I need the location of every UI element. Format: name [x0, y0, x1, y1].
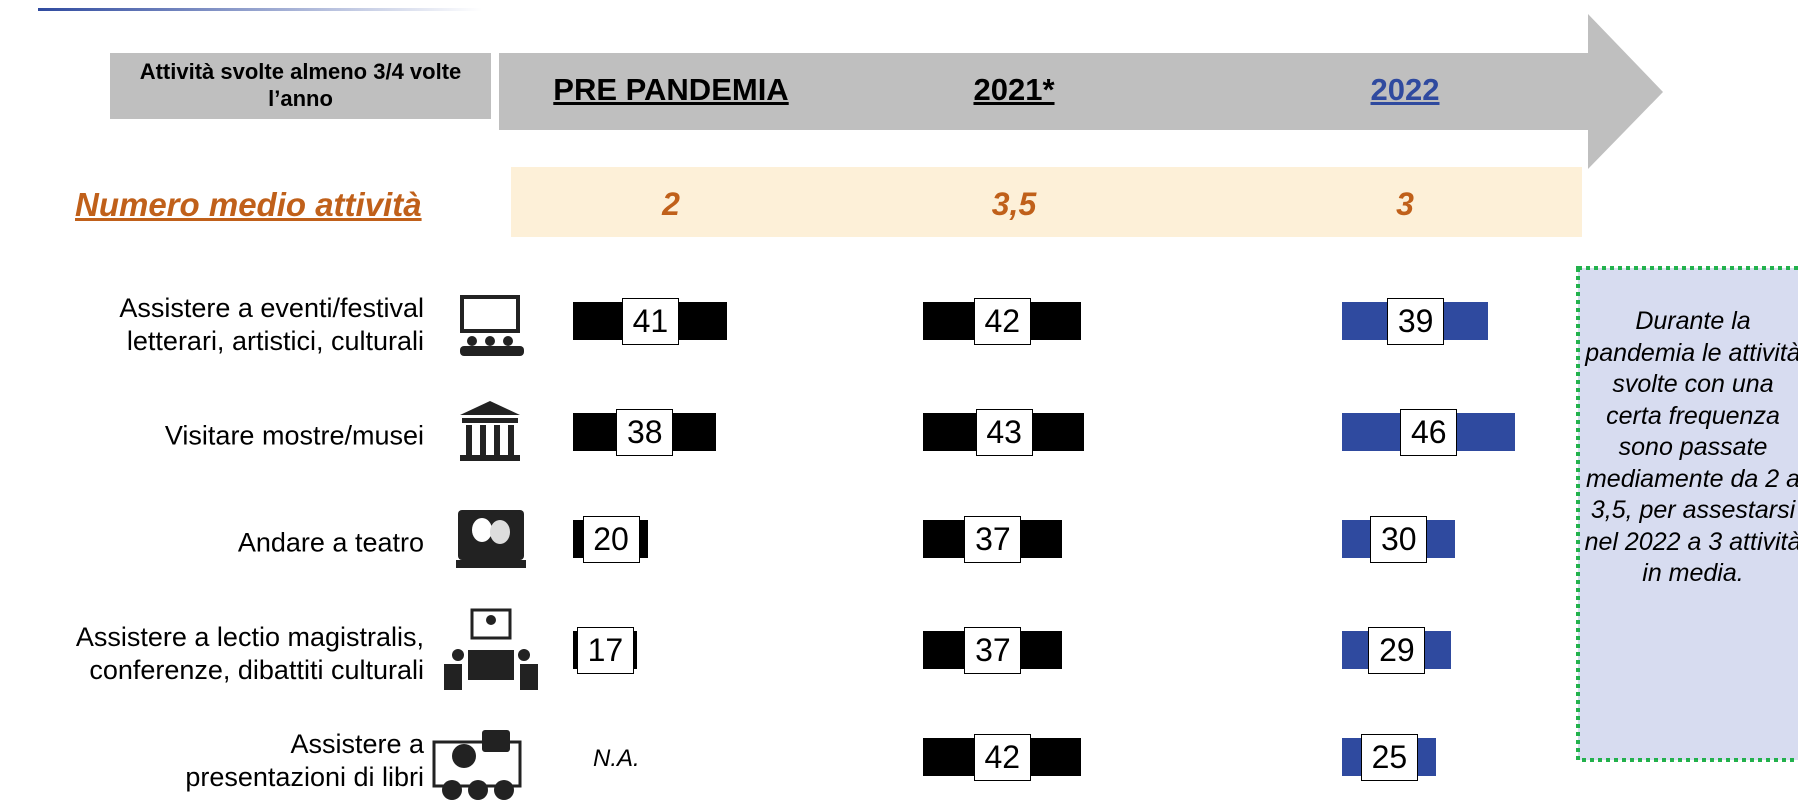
value-label: 38	[616, 409, 674, 456]
top-rule	[38, 8, 482, 11]
timeline-arrow	[499, 14, 1663, 169]
value-label: 37	[964, 627, 1022, 674]
average-value: 3,5	[991, 186, 1037, 222]
category-label: Assistere a eventi/festival letterari, a…	[119, 293, 424, 356]
category-label: Assistere a lectio magistralis, conferen…	[75, 622, 424, 685]
average-band	[511, 167, 1582, 237]
icons	[432, 295, 538, 800]
value-label: 17	[576, 627, 634, 674]
value-label: 39	[1387, 298, 1445, 345]
category-label: Assistere a presentazioni di libri	[185, 729, 424, 792]
value-label: 29	[1368, 627, 1426, 674]
category-label: Visitare mostre/musei	[164, 420, 424, 451]
value-label: 25	[1360, 734, 1418, 781]
na-label: N.A.	[593, 745, 640, 772]
value-label: 42	[973, 734, 1031, 781]
series-header: 2022	[1370, 72, 1440, 107]
header-box	[110, 53, 491, 119]
header-label: Attività svolte almeno 3/4 volte l’anno	[139, 59, 462, 111]
value-label: 41	[621, 298, 679, 345]
average-value: 2	[662, 186, 680, 222]
value-label: 37	[964, 516, 1022, 563]
value-label: 30	[1370, 516, 1428, 563]
note-box	[1576, 266, 1798, 762]
value-label: 20	[582, 516, 640, 563]
category-label: Andare a teatro	[237, 527, 424, 558]
value-label: 46	[1400, 409, 1458, 456]
value-label: 42	[973, 298, 1031, 345]
average-value: 3	[1396, 186, 1414, 222]
average-label: Numero medio attività	[75, 186, 422, 223]
value-label: 43	[975, 409, 1033, 456]
series-header: PRE PANDEMIA	[553, 72, 789, 107]
note: Durante la pandemia le attività svolte c…	[1584, 307, 1798, 587]
series-header: 2021*	[973, 72, 1055, 107]
